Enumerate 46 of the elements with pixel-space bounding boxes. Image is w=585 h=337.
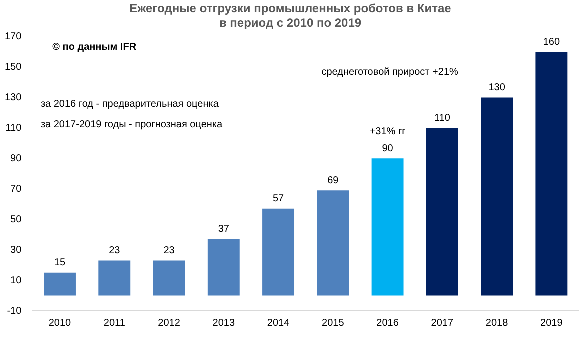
y-tick-label: 50 [10,214,22,226]
bar [372,158,404,296]
y-tick-label: 130 [4,92,22,104]
bar [426,128,458,296]
bar [208,239,240,296]
y-tick-label: 110 [6,122,22,134]
x-tick-label: 2010 [48,318,72,329]
x-tick-label: 2018 [486,318,509,329]
x-tick-label: 2019 [540,318,564,329]
data-label: 130 [488,82,506,94]
data-label: 110 [434,112,451,124]
data-label: 37 [218,224,230,236]
x-tick-label: 2015 [322,318,345,329]
bar [44,272,76,296]
data-label: 90 [382,143,394,154]
data-label: 23 [164,245,176,256]
x-tick-label: 2013 [212,318,236,329]
y-tick-label: 150 [4,62,22,74]
data-label: 23 [109,245,121,256]
data-label: 69 [328,175,340,186]
annotation: среднеготовой прирост +21% [322,67,459,78]
x-tick-label: 2012 [158,318,181,329]
annotation: за 2016 год - предварительная оценка [40,99,220,110]
x-tick-label: 2016 [376,318,400,329]
y-tick-label: -10 [7,306,22,317]
x-tick-label: 2017 [431,318,454,329]
chart-title: Ежегодные отгрузки промышленных роботов в Китае в период с 2010 по 2019 [130,2,452,30]
y-tick-label: 10 [10,275,22,286]
bar [536,52,568,296]
bar [481,98,514,296]
x-tick-label: 2011 [104,318,126,329]
data-label: 57 [272,194,285,205]
y-tick-label: 30 [10,244,22,256]
bar [317,190,350,296]
bar [153,260,186,296]
bar [98,260,131,296]
data-label: 15 [54,258,66,269]
annotation: +31% гг [370,126,406,138]
annotation: © по данным IFR [52,42,138,53]
annotation: за 2017-2019 годы - прогнозная оценка [40,119,224,130]
y-tick-label: 170 [4,32,22,43]
bar [262,208,295,296]
x-tick-label: 2014 [267,318,290,329]
data-label: 160 [543,36,560,48]
y-tick-label: 90 [10,153,22,164]
y-tick-label: 70 [10,184,22,195]
